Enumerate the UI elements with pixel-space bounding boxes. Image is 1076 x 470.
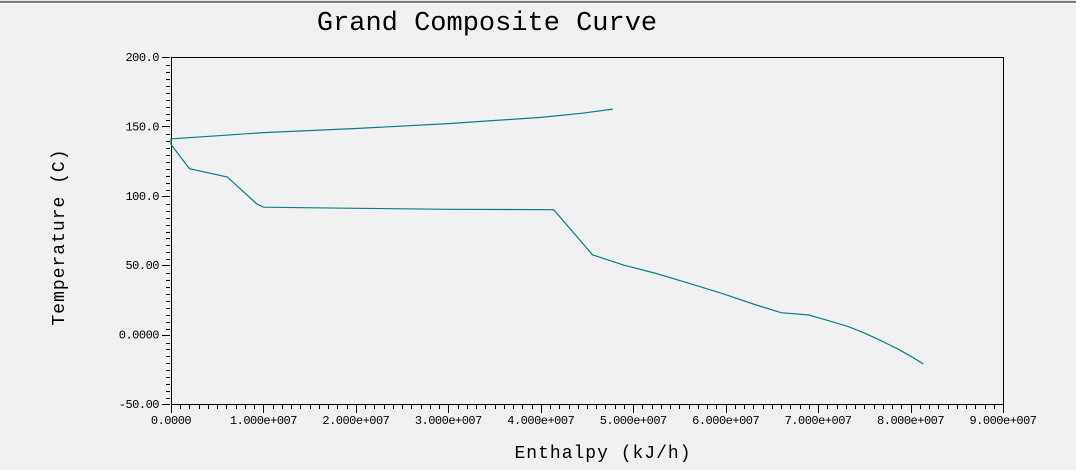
window-top-highlight	[0, 0, 1076, 1]
axis-box	[171, 57, 1004, 405]
x-tick-label: 6.000e+007	[692, 414, 759, 428]
x-tick-label: 8.000e+007	[877, 414, 944, 428]
window-top-edge	[0, 1, 1076, 3]
x-tick-label: 9.000e+007	[969, 414, 1036, 428]
y-minor-ticks	[166, 65, 170, 399]
x-tick-label: 3.000e+007	[415, 414, 482, 428]
y-tick-label: 50.00	[125, 259, 159, 273]
y-major-ticks	[162, 57, 170, 405]
x-tick-label: 4.000e+007	[507, 414, 574, 428]
y-tick-label: 150.0	[125, 120, 159, 134]
y-tick-label: 100.0	[125, 190, 159, 204]
window-top-edge-light	[0, 3, 1076, 4]
x-minor-ticks	[180, 405, 995, 409]
chart-title: Grand Composite Curve	[316, 9, 658, 39]
y-tick-label: -50.00	[119, 398, 160, 412]
x-tick-label: 2.000e+007	[322, 414, 389, 428]
x-major-ticks	[171, 405, 1004, 413]
x-tick-label: 5.000e+007	[600, 414, 667, 428]
gcc-curve	[170, 108, 924, 365]
x-tick-label: 7.000e+007	[785, 414, 852, 428]
x-axis-title: Enthalpy (kJ/h)	[514, 444, 692, 464]
x-tick-label: 0.0000	[151, 414, 192, 428]
y-tick-label: 200.0	[125, 51, 159, 65]
x-tick-label: 1.000e+007	[230, 414, 297, 428]
y-tick-label: 0.0000	[119, 329, 160, 343]
